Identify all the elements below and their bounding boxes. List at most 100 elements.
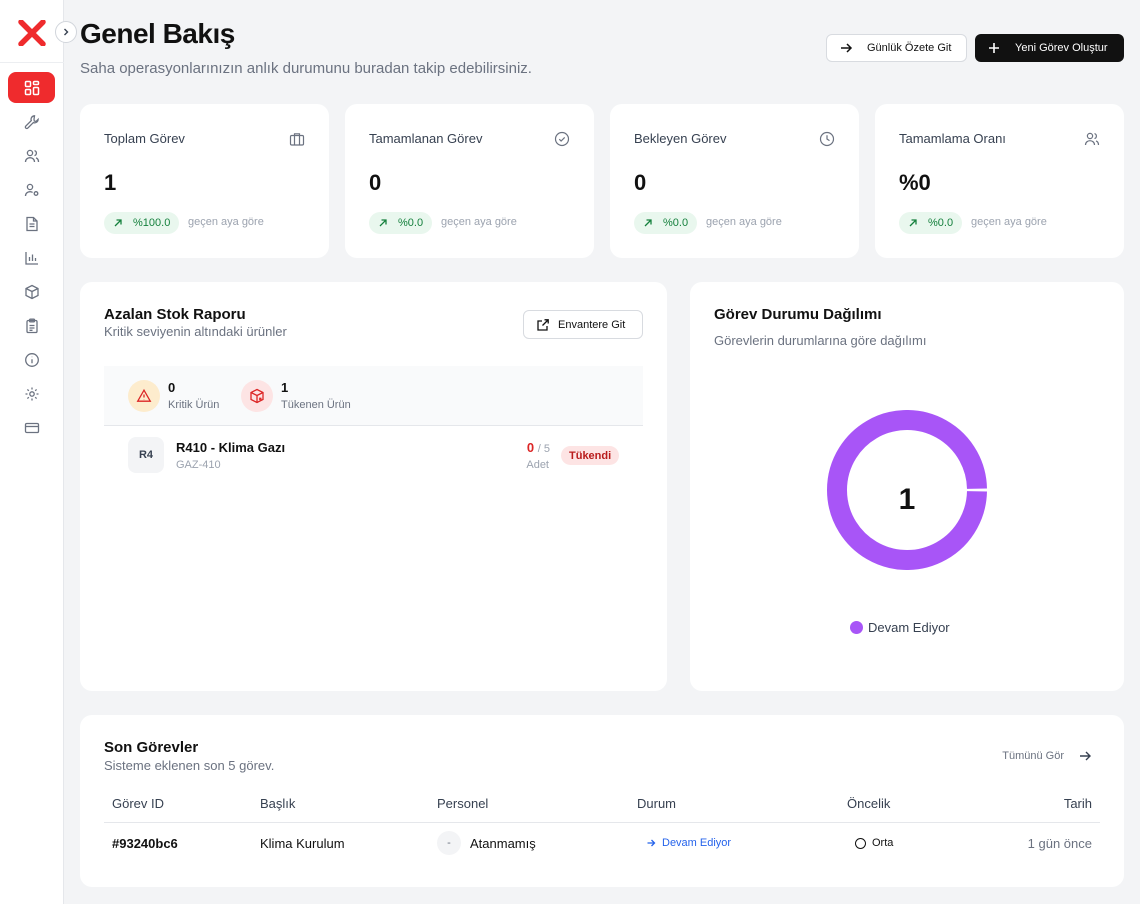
recent-tasks-card: Son Görevler Sisteme eklenen son 5 görev… [80,715,1124,887]
stock-item-unit: Adet [526,459,549,471]
stock-item-quantity: 0 / 5 [510,440,550,455]
stock-item-max: / 5 [537,443,550,455]
sidebar-item-settings[interactable] [8,378,55,409]
logo-icon[interactable] [18,20,46,46]
stat-value: 0 [369,170,382,195]
check-circle-icon [554,131,570,147]
daily-summary-button[interactable]: Günlük Özete Git [826,34,967,62]
avatar: - [437,831,461,855]
stat-card-completed: Tamamlanan Görev 0 %0.0 geçen aya göre [345,104,594,258]
recent-tasks-subtitle: Sisteme eklenen son 5 görev. [104,758,275,773]
stat-card-completion-rate: Tamamlama Oranı %0 %0.0 geçen aya göre [875,104,1124,258]
briefcase-icon [289,133,305,146]
new-task-button[interactable]: Yeni Görev Oluştur [975,34,1124,62]
column-header-priority[interactable]: Öncelik [847,796,891,811]
critical-label: Kritik Ürün [168,399,220,411]
trend-note: geçen aya göre [441,216,517,228]
stock-report-title: Azalan Stok Raporu [104,306,246,323]
info-icon [24,352,39,367]
trend-badge: %0.0 [369,212,433,234]
sidebar-item-billing[interactable] [8,412,55,443]
inventory-button-label: Envantere Git [558,318,626,331]
sidebar-item-services[interactable] [8,106,55,137]
trend-value: %0.0 [398,217,424,229]
legend-label: Devam Ediyor [868,620,950,635]
sidebar-item-customers[interactable] [8,140,55,171]
column-header-date[interactable]: Tarih [1063,796,1092,811]
distribution-subtitle: Görevlerin durumlarına göre dağılımı [714,333,927,348]
page-subtitle: Saha operasyonlarınızın anlık durumunu b… [80,60,532,77]
status-badge: Tükendi [561,446,620,465]
sidebar-item-reports[interactable] [8,242,55,273]
distribution-title: Görev Durumu Dağılımı [714,306,882,323]
trend-up-icon [114,219,122,227]
sidebar-item-dashboard[interactable] [8,72,55,103]
trend-value: %100.0 [133,217,171,229]
stat-value: 1 [104,170,117,195]
stock-summary: 0 Kritik Ürün 1 Tükenen Ürün [104,366,643,426]
plus-icon [989,43,999,53]
stock-item-avatar: R4 [128,437,164,473]
column-header-id[interactable]: Görev ID [112,796,165,811]
package-icon [24,284,39,299]
wrench-icon [24,114,39,129]
see-all-link[interactable]: Tümünü Gör [1002,749,1092,763]
column-header-title[interactable]: Başlık [260,796,296,811]
critical-icon-wrap [128,380,160,412]
task-title[interactable]: Klima Kurulum [260,836,345,851]
critical-count: 0 [168,380,176,395]
trend-badge: %0.0 [899,212,963,234]
donut-total: 1 [898,483,916,516]
sidebar-item-personnel[interactable] [8,174,55,205]
credit-card-icon [24,422,39,433]
out-of-stock-icon-wrap [241,380,273,412]
sidebar-toggle-button[interactable] [55,21,77,43]
stat-label: Toplam Görev [104,131,185,146]
legend-dot [850,621,863,634]
daily-summary-label: Günlük Özete Git [867,42,952,54]
stat-label: Bekleyen Görev [634,131,727,146]
page-title: Genel Bakış [80,18,235,49]
stock-report-card: Azalan Stok Raporu Kritik seviyenin altı… [80,282,667,691]
task-date: 1 gün önce [1027,836,1092,851]
donut-slice[interactable] [827,410,987,570]
column-header-personnel[interactable]: Personel [437,796,489,811]
arrow-right-icon [841,43,853,53]
users-icon [1084,132,1100,146]
trend-up-icon [644,219,652,227]
trend-value: %0.0 [663,217,689,229]
trend-value: %0.0 [928,217,954,229]
stat-label: Tamamlama Oranı [899,131,1006,146]
task-priority: Orta [855,837,893,849]
trend-note: geçen aya göre [971,216,1047,228]
sidebar-item-info[interactable] [8,344,55,375]
user-settings-icon [24,183,38,196]
clipboard-icon [25,318,38,333]
stat-label: Tamamlanan Görev [369,131,483,146]
stat-value: 0 [634,170,647,195]
out-of-stock-label: Tükenen Ürün [281,399,351,411]
sidebar-item-tasks[interactable] [8,310,55,341]
document-icon [25,216,38,231]
recent-tasks-title: Son Görevler [104,739,199,756]
inventory-button[interactable]: Envantere Git [523,310,643,339]
arrow-right-icon [647,839,656,847]
stock-item-code: GAZ-410 [176,459,221,471]
task-id[interactable]: #93240bc6 [112,836,178,851]
trend-badge: %100.0 [104,212,180,234]
stock-item-name[interactable]: R410 - Klima Gazı [176,440,286,455]
stat-card-total: Toplam Görev 1 %100.0 geçen aya göre [80,104,329,258]
sidebar-item-documents[interactable] [8,208,55,239]
stat-value: %0 [899,170,931,195]
table-divider [104,822,1100,823]
trend-note: geçen aya göre [188,216,264,228]
column-header-status[interactable]: Durum [637,796,677,811]
status-distribution-card: Görev Durumu Dağılımı Görevlerin durumla… [690,282,1124,691]
sidebar-divider [0,62,64,63]
task-priority-label: Orta [872,837,894,849]
package-x-icon [250,388,264,404]
sidebar-item-inventory[interactable] [8,276,55,307]
clock-icon [819,131,835,147]
trend-up-icon [379,219,387,227]
arrow-right-icon [1080,751,1091,761]
